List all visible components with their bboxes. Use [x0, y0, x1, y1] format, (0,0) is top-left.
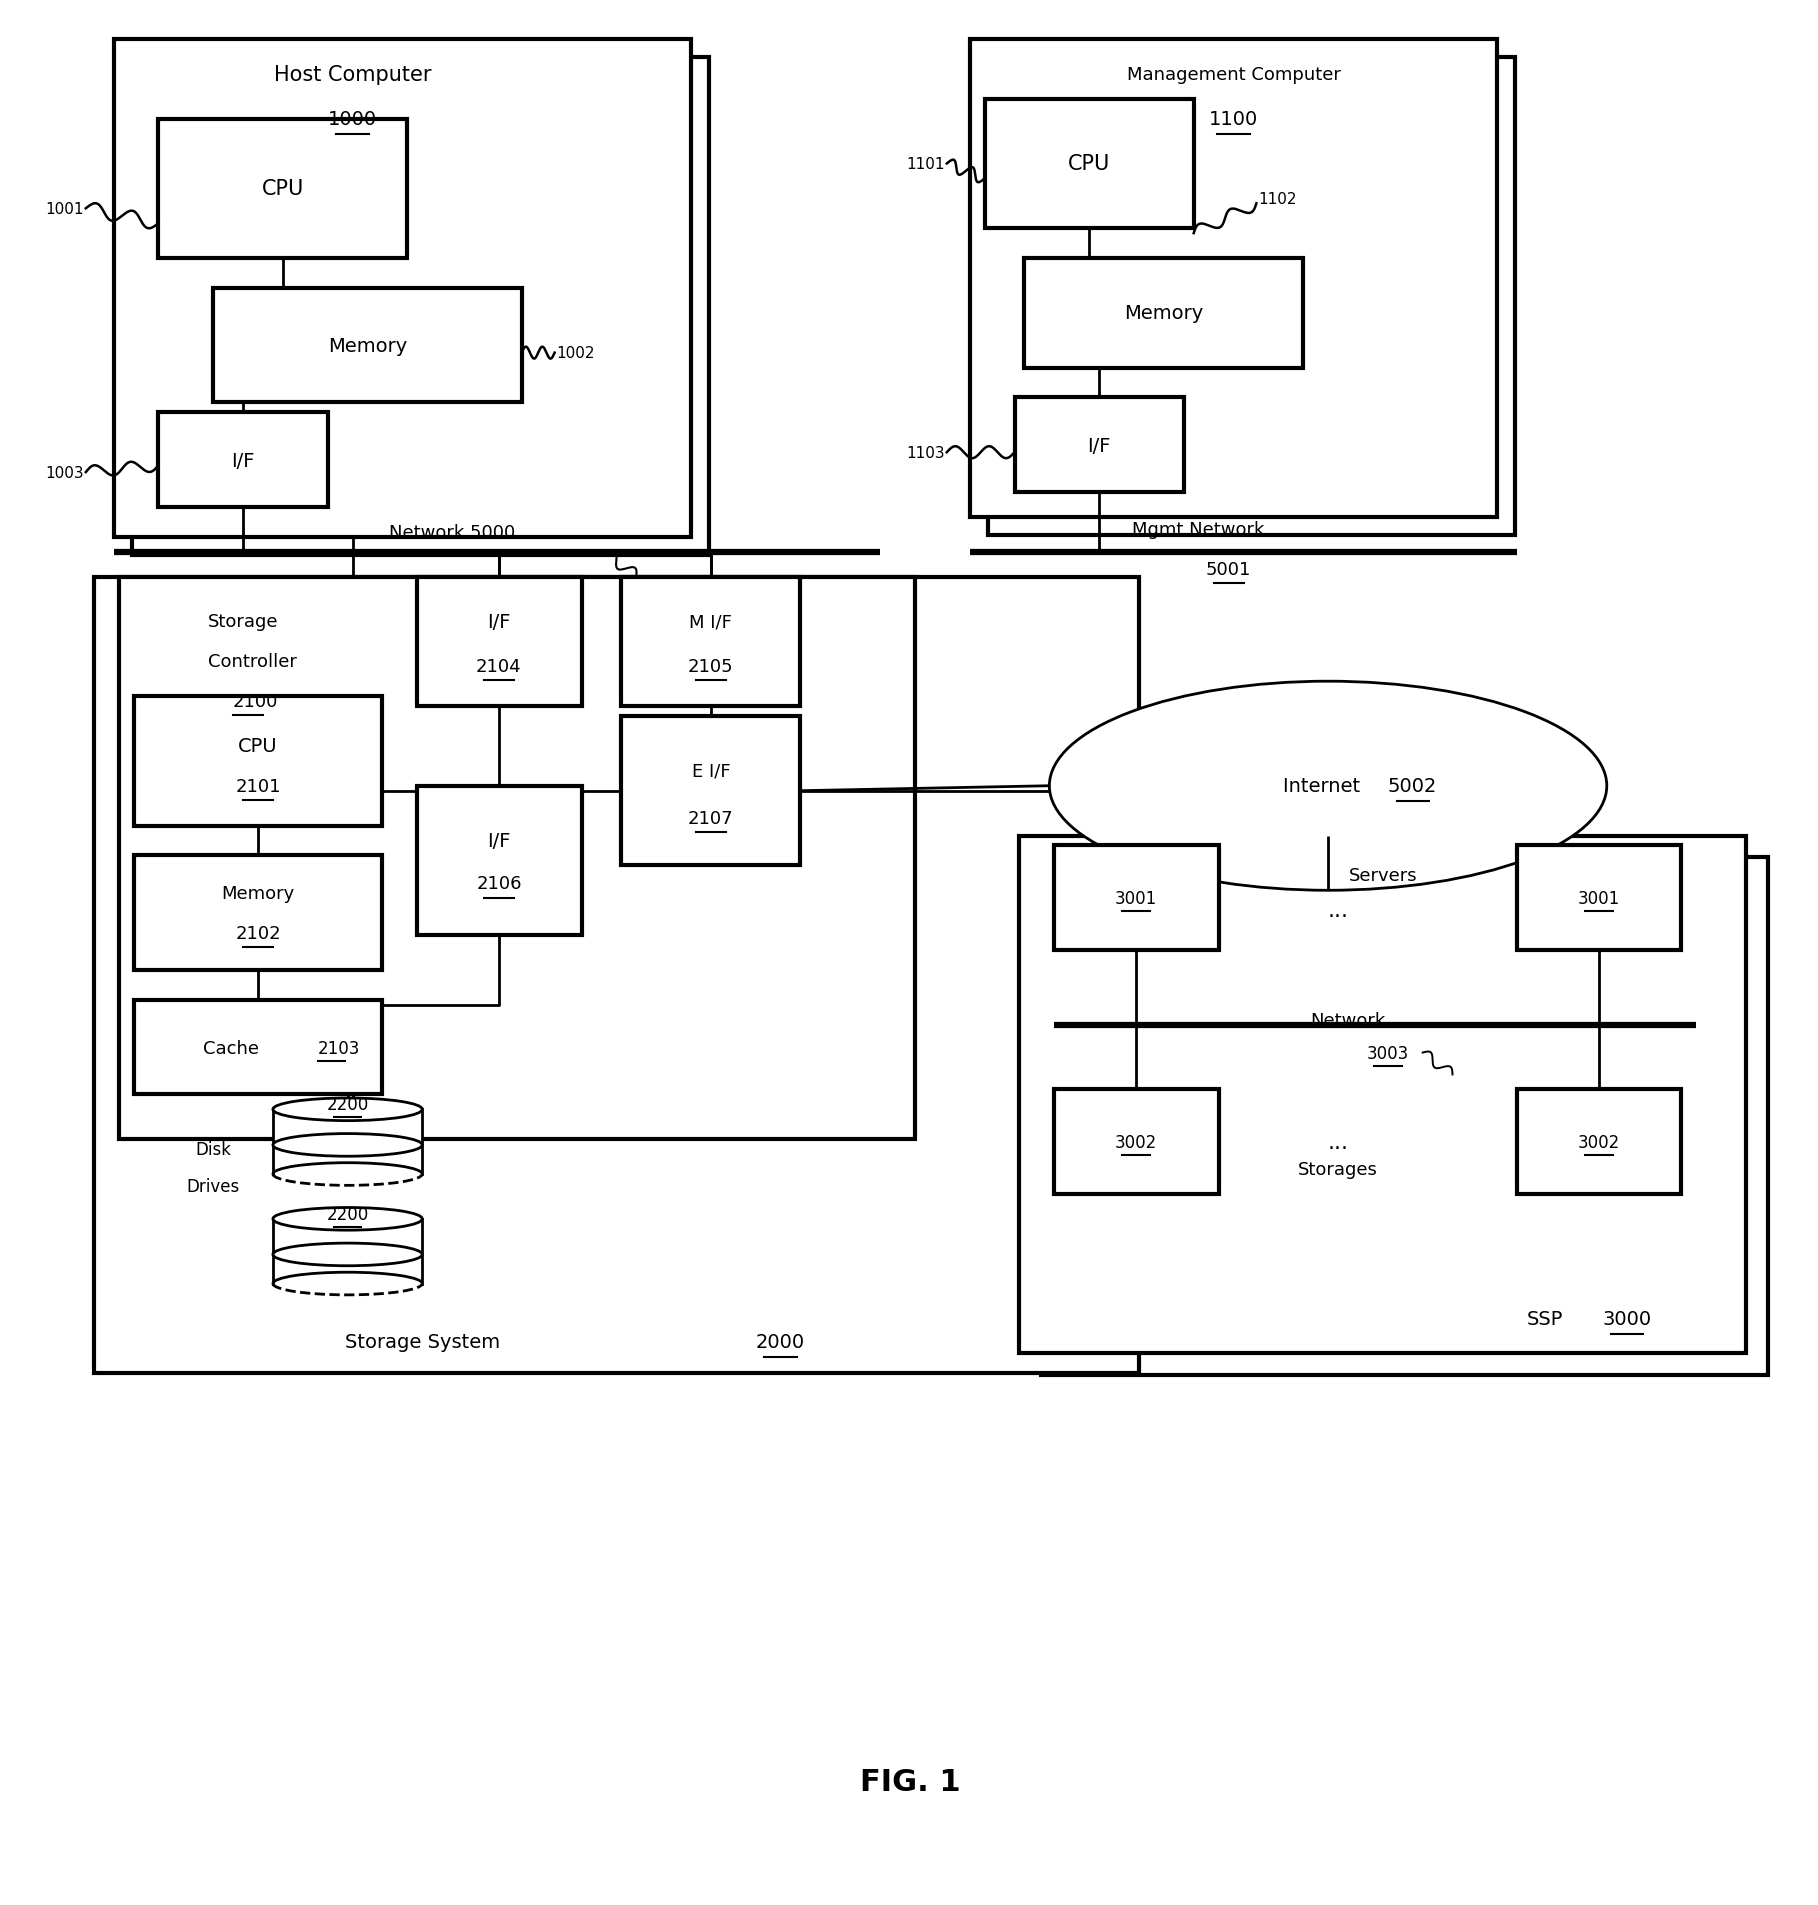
- Ellipse shape: [273, 1133, 422, 1156]
- Ellipse shape: [1049, 682, 1607, 892]
- Text: 3001: 3001: [1114, 890, 1156, 909]
- Text: 2102: 2102: [235, 924, 280, 943]
- Text: Disk: Disk: [195, 1141, 231, 1158]
- Text: 1003: 1003: [45, 465, 84, 480]
- Text: Controller: Controller: [209, 653, 296, 671]
- Text: 2200: 2200: [327, 1206, 369, 1223]
- Text: 5002: 5002: [1387, 777, 1438, 796]
- Text: I/F: I/F: [487, 832, 511, 850]
- Ellipse shape: [273, 1099, 422, 1120]
- Text: FIG. 1: FIG. 1: [860, 1768, 960, 1796]
- Text: 5001: 5001: [1205, 560, 1251, 579]
- Bar: [622, 577, 800, 707]
- Text: CPU: CPU: [262, 179, 304, 200]
- Bar: [1054, 846, 1218, 951]
- Text: CPU: CPU: [1067, 154, 1111, 175]
- Bar: [1054, 1090, 1218, 1194]
- Bar: [273, 1111, 422, 1173]
- Text: 3000: 3000: [1602, 1309, 1651, 1328]
- Text: ...: ...: [1327, 901, 1349, 920]
- Text: 1101: 1101: [907, 156, 945, 171]
- Text: 3001: 3001: [1578, 890, 1620, 909]
- Bar: [969, 40, 1498, 518]
- Text: Servers: Servers: [1349, 867, 1416, 884]
- Text: Management Computer: Management Computer: [1127, 67, 1340, 84]
- Text: Drives: Drives: [187, 1177, 240, 1194]
- Bar: [418, 787, 582, 935]
- Text: 2107: 2107: [687, 810, 734, 827]
- Text: 2105: 2105: [687, 657, 734, 676]
- Text: 1100: 1100: [1209, 110, 1258, 130]
- Text: Storages: Storages: [1298, 1160, 1378, 1179]
- Ellipse shape: [273, 1208, 422, 1231]
- Text: Memory: Memory: [1124, 305, 1204, 324]
- Bar: [158, 413, 327, 509]
- Text: 2000: 2000: [756, 1332, 805, 1351]
- Text: Network: Network: [1311, 1012, 1385, 1029]
- Text: M I/F: M I/F: [689, 613, 733, 631]
- Text: 2200: 2200: [327, 1095, 369, 1114]
- Text: 1001: 1001: [45, 202, 84, 217]
- Text: Storage System: Storage System: [345, 1332, 500, 1351]
- Text: 1102: 1102: [1258, 192, 1296, 208]
- Text: I/F: I/F: [1087, 436, 1111, 455]
- Text: Network 5000: Network 5000: [389, 524, 514, 541]
- Text: Internet: Internet: [1284, 777, 1373, 796]
- Bar: [622, 716, 800, 867]
- Text: CPU: CPU: [238, 737, 278, 756]
- Bar: [1518, 846, 1682, 951]
- Text: SSP: SSP: [1527, 1309, 1563, 1328]
- Text: 2103: 2103: [318, 1038, 360, 1057]
- Ellipse shape: [273, 1244, 422, 1267]
- Text: I/F: I/F: [487, 613, 511, 632]
- Text: Cache: Cache: [204, 1038, 260, 1057]
- Bar: [158, 120, 407, 259]
- Bar: [1518, 1090, 1682, 1194]
- Bar: [1020, 836, 1745, 1354]
- Bar: [1014, 398, 1184, 493]
- Text: ...: ...: [1327, 1133, 1349, 1153]
- Bar: [273, 1219, 422, 1284]
- Text: I/F: I/F: [231, 451, 255, 471]
- Bar: [985, 99, 1194, 229]
- Text: 1000: 1000: [327, 110, 376, 130]
- Text: 2106: 2106: [476, 874, 522, 893]
- Text: 3003: 3003: [1367, 1044, 1409, 1061]
- Bar: [213, 290, 522, 404]
- Bar: [1025, 259, 1304, 368]
- Text: E I/F: E I/F: [691, 762, 731, 781]
- Bar: [133, 855, 382, 970]
- Text: 1002: 1002: [556, 347, 594, 360]
- Text: 2100: 2100: [233, 693, 278, 711]
- Text: 2104: 2104: [476, 657, 522, 676]
- Text: Memory: Memory: [327, 337, 407, 356]
- Bar: [987, 57, 1514, 535]
- Text: 1103: 1103: [905, 446, 945, 461]
- Text: 3002: 3002: [1114, 1133, 1156, 1151]
- Text: Host Computer: Host Computer: [275, 65, 431, 86]
- Bar: [115, 40, 691, 537]
- Text: Mgmt Network: Mgmt Network: [1133, 520, 1265, 539]
- Bar: [1042, 857, 1769, 1375]
- Bar: [118, 577, 914, 1139]
- Bar: [133, 697, 382, 827]
- Bar: [418, 577, 582, 707]
- Text: 3002: 3002: [1578, 1133, 1620, 1151]
- Bar: [131, 57, 709, 556]
- Text: Storage: Storage: [209, 613, 278, 631]
- Text: 2101: 2101: [235, 777, 280, 794]
- Bar: [133, 1000, 382, 1095]
- Bar: [95, 577, 1138, 1374]
- Text: Memory: Memory: [222, 884, 295, 903]
